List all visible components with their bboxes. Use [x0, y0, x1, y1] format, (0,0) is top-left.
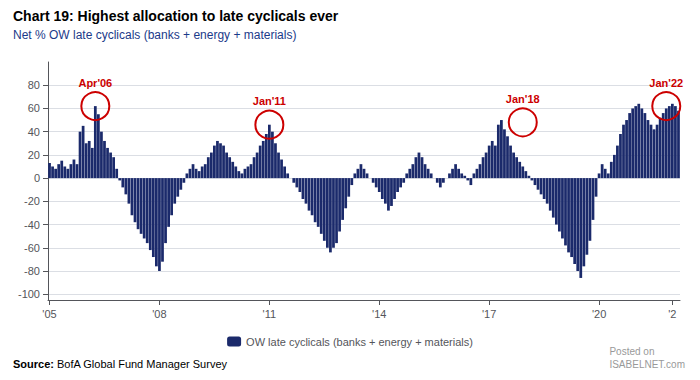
- svg-text:Jan'11: Jan'11: [253, 95, 286, 107]
- svg-text:40: 40: [28, 126, 40, 138]
- svg-text:Jan'18: Jan'18: [506, 93, 540, 105]
- svg-text:20: 20: [28, 149, 40, 161]
- svg-text:-80: -80: [24, 265, 40, 277]
- svg-text:Apr'06: Apr'06: [78, 77, 112, 89]
- svg-text:-100: -100: [18, 288, 40, 300]
- svg-text:'05: '05: [42, 308, 56, 320]
- svg-text:ISABELNET.com: ISABELNET.com: [609, 359, 685, 370]
- svg-text:'2: '2: [668, 308, 676, 320]
- svg-text:Source:: Source:: [13, 358, 54, 370]
- svg-text:BofA Global Fund Manager Surve: BofA Global Fund Manager Survey: [54, 358, 228, 370]
- svg-text:0: 0: [34, 172, 40, 184]
- svg-text:-60: -60: [24, 242, 40, 254]
- svg-text:'08: '08: [152, 308, 166, 320]
- svg-text:80: 80: [28, 79, 40, 91]
- svg-text:Posted on: Posted on: [609, 346, 654, 357]
- svg-text:-40: -40: [24, 219, 40, 231]
- svg-text:OW late cyclicals (banks + ene: OW late cyclicals (banks + energy + mate…: [246, 336, 473, 348]
- svg-text:60: 60: [28, 102, 40, 114]
- svg-text:Jan'22: Jan'22: [649, 77, 683, 89]
- svg-text:'20: '20: [592, 308, 606, 320]
- svg-text:Chart 19: Highest allocation t: Chart 19: Highest allocation to late cyc…: [13, 8, 339, 24]
- svg-text:'11: '11: [263, 308, 277, 320]
- svg-text:'17: '17: [482, 308, 496, 320]
- svg-text:Net % OW late cyclicals (banks: Net % OW late cyclicals (banks + energy …: [13, 28, 296, 42]
- svg-text:'14: '14: [372, 308, 386, 320]
- svg-text:-20: -20: [24, 195, 40, 207]
